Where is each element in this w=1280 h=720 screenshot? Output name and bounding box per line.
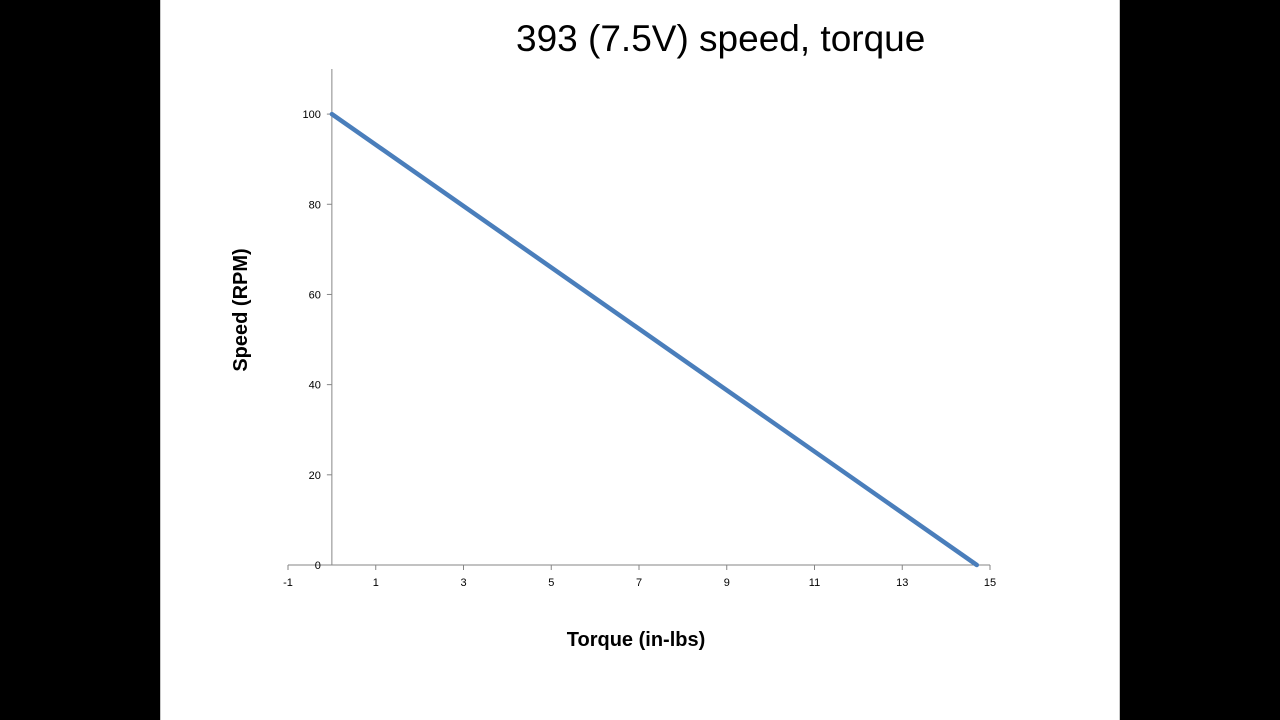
slide: 393 (7.5V) speed, torque	[160, 0, 1120, 720]
x-tick-label: 13	[896, 577, 908, 589]
y-tick-label: 20	[309, 470, 321, 482]
chart-title: 393 (7.5V) speed, torque	[516, 18, 926, 59]
x-tick-label: 9	[724, 577, 730, 589]
x-tick-label: 3	[460, 577, 466, 589]
x-tick-label: 11	[809, 577, 820, 589]
series-layer	[329, 111, 980, 568]
y-tick-label: 0	[315, 560, 321, 572]
x-tick-label: 1	[373, 577, 379, 589]
y-tick-label: 60	[309, 289, 321, 301]
x-tick-label: 15	[984, 577, 996, 589]
x-tick-label: 5	[548, 577, 554, 589]
y-axis-title: Speed (RPM)	[230, 248, 252, 371]
x-tick-label: -1	[283, 577, 293, 589]
series-line-0	[329, 111, 980, 568]
labels-layer: Torque (in-lbs) Speed (RPM) -1 1 3 5 7 9 11 13 1…	[230, 109, 996, 651]
axes	[287, 69, 991, 570]
x-axis-title: Torque (in-lbs)	[567, 629, 706, 651]
x-tick-label: 7	[636, 577, 642, 589]
y-tick-label: 100	[303, 109, 321, 121]
y-tick-label: 40	[309, 380, 321, 392]
y-tick-label: 80	[309, 199, 321, 211]
